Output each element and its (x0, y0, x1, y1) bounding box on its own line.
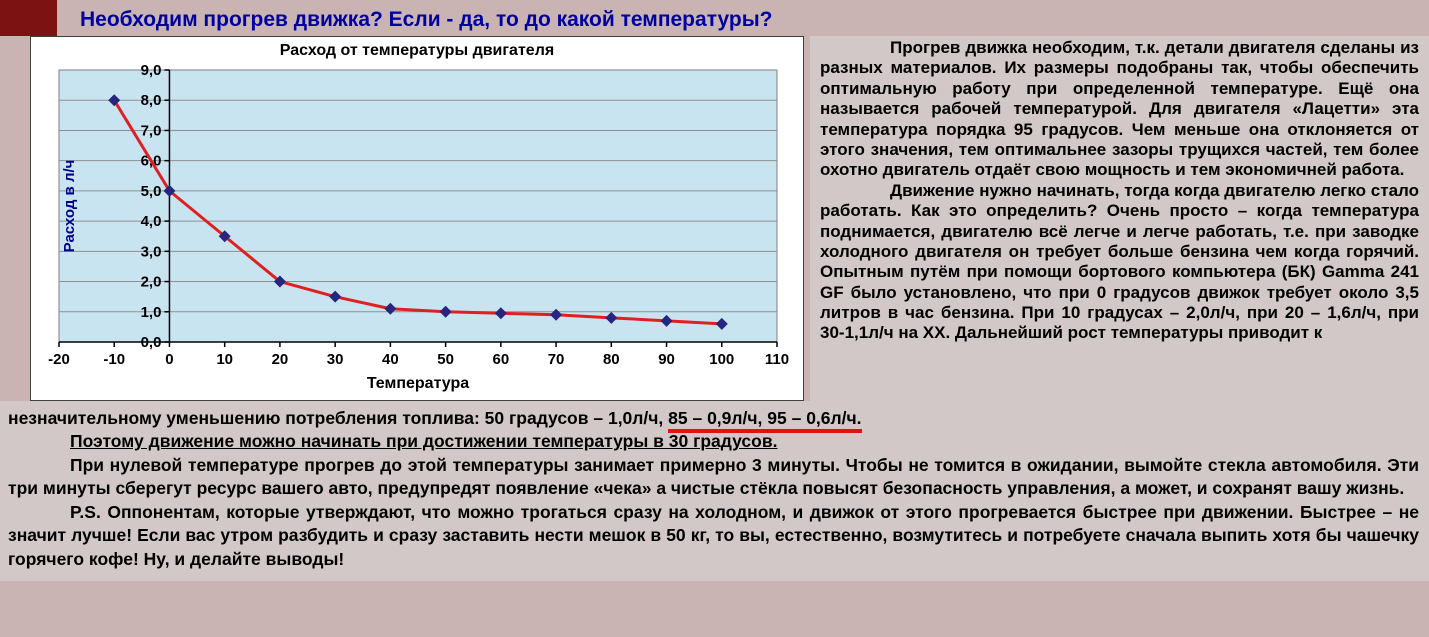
chart-title: Расход от температуры двигателя (279, 42, 555, 59)
paragraph-warmup-necessity: Прогрев движка необходим, т.к. детали дв… (820, 38, 1419, 180)
article-bottom-block: незначительному уменьшению потребления т… (0, 401, 1429, 582)
svg-text:1,0: 1,0 (141, 304, 162, 321)
svg-text:100: 100 (709, 351, 734, 368)
svg-text:20: 20 (272, 351, 289, 368)
svg-text:7,0: 7,0 (141, 122, 162, 139)
consumption-values-text: незначительному уменьшению потребления т… (8, 408, 669, 428)
svg-text:-10: -10 (103, 351, 125, 368)
svg-text:70: 70 (548, 351, 565, 368)
paragraph-consumption-values: незначительному уменьшению потребления т… (8, 407, 1419, 433)
page-title: Необходим прогрев движка? Если - да, то … (80, 8, 773, 31)
svg-text:4,0: 4,0 (141, 213, 162, 230)
svg-text:30: 30 (327, 351, 344, 368)
svg-text:8,0: 8,0 (141, 92, 162, 109)
svg-text:110: 110 (765, 351, 789, 368)
svg-text:90: 90 (658, 351, 675, 368)
main-row: Расход от температуры двигателя 9,0 8,0 7,… (0, 36, 1429, 401)
consumption-values-red-underlined: 85 – 0,9л/ч, 95 – 0,6л/ч. (668, 408, 862, 433)
svg-text:50: 50 (437, 351, 454, 368)
svg-text:Температура: Температура (367, 375, 469, 392)
svg-text:60: 60 (493, 351, 510, 368)
svg-text:80: 80 (603, 351, 620, 368)
svg-text:9,0: 9,0 (141, 62, 162, 79)
svg-text:3,0: 3,0 (141, 243, 162, 260)
chart-wrap: Расход от температуры двигателя 9,0 8,0 7,… (30, 36, 804, 401)
paragraph-when-to-start-driving: Движение нужно начинать, тогда когда дви… (820, 180, 1419, 343)
svg-text:10: 10 (216, 351, 233, 368)
corner-decoration (0, 0, 57, 36)
paragraph-three-minutes: При нулевой температуре прогрев до этой … (8, 454, 1419, 499)
fuel-consumption-vs-temperature-chart: 9,08,07,06,05,04,03,02,01,00,0-20 -10 0 10 2… (48, 62, 789, 392)
article-right-column: Прогрев движка необходим, т.к. детали дв… (810, 36, 1429, 401)
svg-text:-20: -20 (48, 351, 70, 368)
chart-panel: Расход от температуры двигателя 9,0 8,0 7,… (30, 36, 804, 401)
paragraph-postscript: P.S. Оппонентам, которые утверждают, что… (8, 501, 1419, 569)
svg-text:5,0: 5,0 (141, 183, 162, 200)
svg-text:2,0: 2,0 (141, 274, 162, 291)
paragraph-conclusion-30-degrees: Поэтому движение можно начинать при дост… (70, 431, 778, 452)
svg-text:40: 40 (382, 351, 399, 368)
svg-text:0: 0 (165, 351, 173, 368)
svg-text:Расход в л/ч: Расход в л/ч (61, 160, 78, 253)
